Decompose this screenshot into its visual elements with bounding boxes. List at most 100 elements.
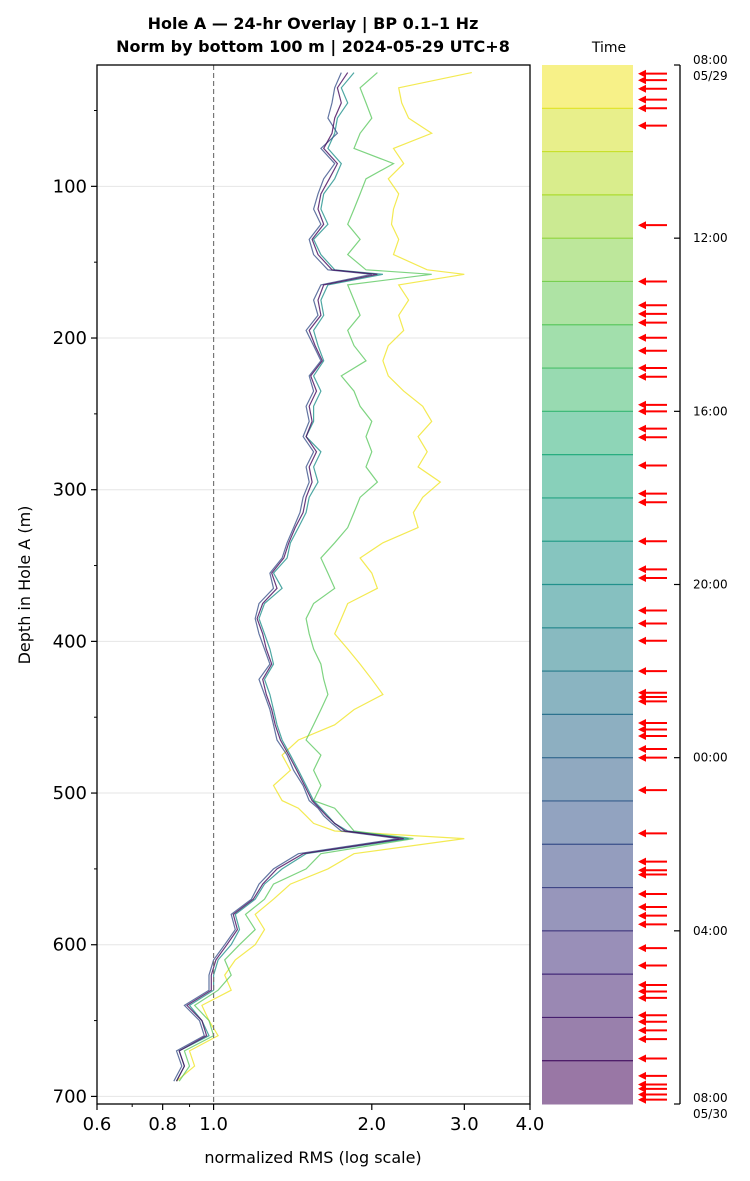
event-arrow-head [638, 537, 646, 546]
event-arrow-head [638, 1054, 646, 1063]
x-tick-label: 3.0 [450, 1114, 479, 1135]
time-axis-top-label: 08:00 [693, 53, 728, 67]
event-arrow-head [638, 993, 646, 1002]
colorbar-band [542, 584, 633, 629]
colorbar [542, 65, 633, 1105]
event-arrow-head [638, 870, 646, 879]
event-arrow-head [638, 1090, 646, 1099]
event-arrow-head [638, 346, 646, 355]
series-line [175, 72, 404, 1082]
series-line [176, 72, 472, 1082]
x-axis-label: normalized RMS (log scale) [204, 1148, 421, 1167]
plot-frame [96, 64, 531, 1105]
event-arrow-head [638, 920, 646, 929]
event-arrow-head [638, 911, 646, 920]
y-tick-label: 400 [53, 631, 87, 652]
event-arrow-head [638, 1071, 646, 1080]
event-arrow-head [638, 890, 646, 898]
colorbar-band [542, 65, 633, 109]
event-arrow-head [638, 987, 646, 996]
series-line [175, 72, 409, 1082]
colorbar-band [542, 627, 633, 672]
colorbar-band [542, 800, 633, 845]
colorbar-band [542, 454, 633, 499]
event-arrow-head [638, 69, 646, 78]
event-arrow-head [638, 84, 646, 93]
y-axis-ticks: 100 200 300 400 500 600 700 [53, 110, 97, 1107]
x-tick-label: 4.0 [516, 1114, 545, 1135]
colorbar-band [542, 151, 633, 196]
event-arrow-head [638, 619, 646, 628]
colorbar-band [542, 930, 633, 975]
colorbar-band [542, 411, 633, 456]
colorbar-band [542, 1017, 633, 1062]
x-tick-label: 0.8 [148, 1114, 177, 1135]
colorbar-title: Time [591, 40, 626, 56]
colorbar-band [542, 714, 633, 759]
event-arrow-head [638, 364, 646, 372]
colorbar-band [542, 497, 633, 542]
event-arrow-head [638, 745, 646, 753]
series-line [178, 72, 432, 1082]
event-arrow-head [638, 333, 646, 342]
event-arrow-head [638, 1017, 646, 1026]
event-arrow-head [638, 719, 646, 727]
plot-background [97, 65, 530, 1104]
colorbar-band [542, 324, 633, 369]
event-arrow-head [638, 903, 646, 911]
event-arrow-head [638, 944, 646, 953]
event-arrow-head [638, 697, 646, 706]
x-axis-ticks: 0.6 0.8 1.0 2.0 3.0 4.0 [83, 1104, 545, 1135]
y-tick-label: 700 [53, 1086, 87, 1107]
colorbar-band [542, 281, 633, 326]
event-arrow-head [638, 277, 646, 286]
x-tick-label: 0.6 [83, 1114, 112, 1135]
event-arrow-head [638, 606, 646, 615]
y-tick-label: 100 [53, 176, 87, 197]
colorbar-band [542, 238, 633, 282]
event-arrow-head [638, 980, 646, 989]
y-tick-label: 600 [53, 935, 87, 956]
colorbar-band [542, 194, 633, 239]
y-tick-label: 500 [53, 783, 87, 804]
y-axis-label: Depth in Hole A (m) [15, 506, 34, 665]
colorbar-band [542, 844, 633, 889]
event-arrow-head [638, 725, 646, 734]
event-arrows [638, 69, 667, 1104]
event-arrow-head [638, 104, 646, 113]
y-tick-label: 200 [53, 328, 87, 349]
y-tick-label: 300 [53, 480, 87, 501]
x-tick-label: 1.0 [199, 1114, 228, 1135]
event-arrow-head [638, 301, 646, 310]
event-arrow-head [638, 857, 646, 866]
series-lines [173, 72, 472, 1082]
time-axis: 08:00 05/29 08:00 05/30 12:00 16:00 20:00 0… [674, 53, 728, 1121]
colorbar-band [542, 887, 633, 932]
event-arrow-head [638, 636, 646, 645]
event-arrow-head [638, 961, 646, 970]
time-tick-label: 00:00 [693, 751, 728, 765]
event-arrow-head [638, 424, 646, 433]
event-arrow-head [638, 574, 646, 582]
time-axis-bottom-label: 08:00 [693, 1091, 728, 1105]
event-arrow-head [638, 1084, 646, 1093]
chart-subtitle: Norm by bottom 100 m | 2024-05-29 UTC+8 [116, 37, 510, 57]
event-arrow-head [638, 400, 646, 409]
event-arrow-head [638, 221, 646, 230]
time-tick-label: 12:00 [693, 231, 728, 245]
colorbar-band [542, 108, 633, 153]
time-tick-label: 04:00 [693, 924, 728, 938]
event-arrow-head [638, 309, 646, 318]
event-arrow-head [638, 565, 646, 574]
colorbar-band [542, 974, 633, 1018]
event-arrow-head [638, 732, 646, 740]
colorbar-band [542, 368, 633, 412]
event-arrow-head [638, 489, 646, 498]
event-arrow-head [638, 461, 646, 470]
colorbar-band [542, 671, 633, 715]
event-arrow-head [638, 318, 646, 327]
event-arrow-head [638, 667, 646, 676]
event-arrow-head [638, 372, 646, 381]
event-arrow-head [638, 407, 646, 416]
x-tick-label: 2.0 [357, 1114, 386, 1135]
